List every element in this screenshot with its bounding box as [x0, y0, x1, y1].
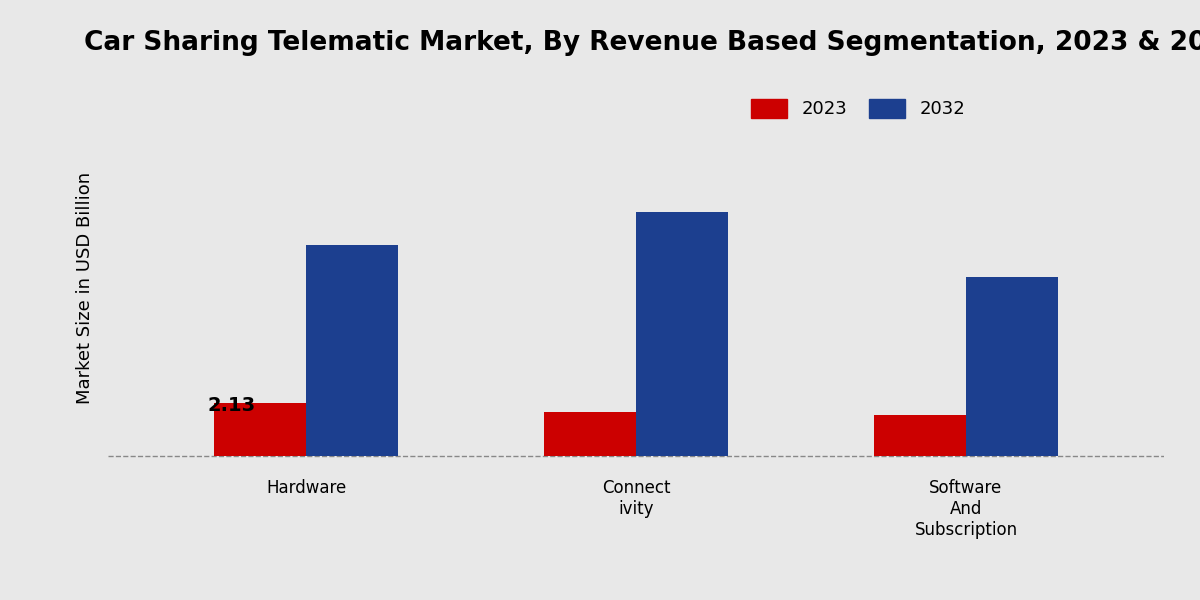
- Bar: [966, 277, 1058, 455]
- Text: Car Sharing Telematic Market, By Revenue Based Segmentation, 2023 & 2032: Car Sharing Telematic Market, By Revenue…: [84, 30, 1200, 56]
- Y-axis label: Market Size in USD Billion: Market Size in USD Billion: [76, 172, 94, 404]
- Legend: 2023, 2032: 2023, 2032: [751, 99, 965, 118]
- Text: 2.13: 2.13: [208, 396, 256, 415]
- Bar: [636, 212, 728, 455]
- Bar: [544, 412, 636, 455]
- Bar: [874, 415, 966, 455]
- Bar: [214, 403, 306, 455]
- Bar: [306, 245, 398, 455]
